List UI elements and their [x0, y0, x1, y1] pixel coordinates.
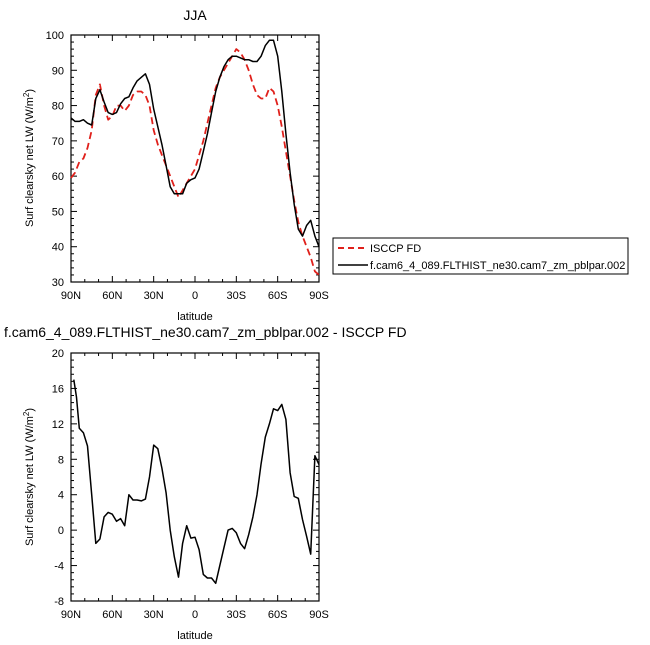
bottom-ticks: -8 -4 0 4 8 12 16 20 90N 60N 30N 0 30S 60S 90S [52, 348, 329, 621]
bottom-x-tick-label: 0 [192, 609, 198, 621]
bottom-chart-title: f.cam6_4_089.FLTHIST_ne30.cam7_zm_pblpar… [4, 324, 407, 340]
top-series-group [70, 39, 320, 276]
top-x-tick-label: 30N [144, 290, 164, 302]
bottom-y-tick-label: 20 [52, 348, 64, 360]
top-y-axis-label: Surf clearsky net LW (W/m2) [22, 89, 37, 227]
top-ticks: 30 40 50 60 70 80 90 100 90N 60N 30N 0 30S 60S 90S [46, 30, 329, 302]
top-x-tick-label: 30S [227, 290, 247, 302]
top-x-tick-label: 60N [102, 290, 122, 302]
top-series-line-model [70, 39, 320, 247]
top-y-tick-label: 30 [52, 277, 64, 289]
legend: ISCCP FD f.cam6_4_089.FLTHIST_ne30.cam7_… [332, 237, 629, 275]
bottom-y-axis-label: Surf clearsky net LW (W/m2) [22, 408, 37, 546]
bottom-y-tick-label: 0 [58, 525, 64, 537]
top-y-tick-label: 100 [46, 30, 64, 42]
bottom-x-tick-label: 30N [144, 609, 164, 621]
bottom-x-axis-label: latitude [177, 630, 212, 642]
legend-label-isccp: ISCCP FD [370, 243, 421, 255]
bottom-series-group [73, 379, 320, 585]
bottom-x-tick-label: 90N [61, 609, 81, 621]
top-y-tick-label: 40 [52, 242, 64, 254]
bottom-x-tick-label: 60S [268, 609, 288, 621]
bottom-plot-frame [70, 352, 320, 602]
top-x-axis-label: latitude [177, 311, 212, 323]
bottom-y-tick-label: -8 [54, 596, 64, 608]
top-y-tick-label: 50 [52, 206, 64, 218]
top-y-tick-label: 70 [52, 136, 64, 148]
bottom-x-tick-label: 60N [102, 609, 122, 621]
bottom-panel: f.cam6_4_089.FLTHIST_ne30.cam7_zm_pblpar… [4, 324, 407, 642]
bottom-y-tick-label: 12 [52, 419, 64, 431]
bottom-y-tick-label: -4 [54, 561, 64, 573]
top-y-tick-label: 80 [52, 101, 64, 113]
bottom-y-tick-label: 16 [52, 383, 64, 395]
top-x-tick-label: 0 [192, 290, 198, 302]
bottom-series-line-difference [73, 379, 320, 585]
top-plot-frame [70, 34, 320, 283]
bottom-y-tick-label: 8 [58, 454, 64, 466]
top-chart-title: JJA [183, 7, 207, 23]
top-panel: JJA 30 40 50 60 70 80 90 100 90N 60N 30N 0 30S 60S 90S… [22, 7, 629, 323]
top-y-tick-label: 90 [52, 65, 64, 77]
bottom-x-tick-label: 30S [227, 609, 247, 621]
legend-box [332, 237, 629, 275]
top-x-tick-label: 90N [61, 290, 81, 302]
top-y-tick-label: 60 [52, 171, 64, 183]
bottom-x-tick-label: 90S [309, 609, 329, 621]
top-x-tick-label: 90S [309, 290, 329, 302]
top-series-line-isccp [70, 48, 320, 276]
bottom-y-tick-label: 4 [58, 490, 64, 502]
legend-label-model: f.cam6_4_089.FLTHIST_ne30.cam7_zm_pblpar… [370, 260, 625, 272]
top-x-tick-label: 60S [268, 290, 288, 302]
